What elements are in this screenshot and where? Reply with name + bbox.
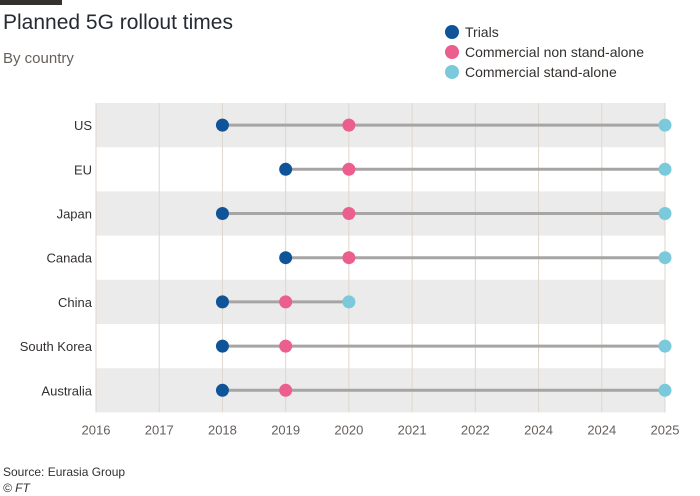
x-tick-label: 2025 — [651, 422, 680, 437]
dot-commercial-sa — [658, 251, 672, 265]
x-tick-label: 2021 — [398, 422, 427, 437]
legend-label-commercial-sa: Commercial stand-alone — [465, 64, 617, 80]
category-label: Japan — [57, 207, 92, 222]
category-label: Canada — [46, 251, 92, 266]
dot-trials — [215, 118, 229, 132]
dot-commercial-sa — [658, 162, 672, 176]
dot-commercial-sa — [342, 295, 356, 309]
dot-commercial-sa — [658, 339, 672, 353]
dot-trials — [215, 339, 229, 353]
dot-trials — [279, 162, 293, 176]
category-label: EU — [74, 162, 92, 177]
dot-commercial-nsa — [342, 207, 356, 220]
legend-item-trials: Trials — [445, 22, 644, 42]
x-tick-label: 2018 — [208, 422, 237, 437]
source-note: Source: Eurasia Group — [3, 465, 126, 479]
category-label: South Korea — [20, 339, 93, 354]
dot-commercial-nsa — [342, 162, 356, 176]
dot-trials — [215, 295, 229, 309]
legend-swatch-trials — [445, 25, 459, 39]
dot-commercial-nsa — [279, 383, 293, 397]
chart-title: Planned 5G rollout times — [3, 11, 233, 34]
header-rule — [0, 0, 62, 5]
row-band — [96, 279, 665, 324]
legend-item-commercial-sa: Commercial stand-alone — [445, 62, 644, 82]
dot-commercial-sa — [658, 118, 672, 132]
category-label: US — [74, 118, 92, 133]
legend-label-commercial-nsa: Commercial non stand-alone — [465, 44, 644, 60]
legend: Trials Commercial non stand-alone Commer… — [445, 22, 644, 82]
legend-item-commercial-nsa: Commercial non stand-alone — [445, 42, 644, 62]
x-tick-label: 2019 — [271, 422, 300, 437]
dot-commercial-sa — [658, 207, 672, 220]
legend-swatch-commercial-sa — [445, 65, 459, 79]
dot-commercial-sa — [658, 383, 672, 397]
dot-trials — [215, 383, 229, 397]
x-tick-label: 2022 — [461, 422, 490, 437]
copyright-note: © FT — [3, 481, 30, 495]
x-tick-label: 2016 — [82, 422, 111, 437]
category-label: China — [58, 295, 93, 310]
legend-swatch-commercial-nsa — [445, 45, 459, 59]
x-tick-label: 2024 — [524, 422, 553, 437]
x-tick-label: 2024 — [587, 422, 616, 437]
dot-commercial-nsa — [279, 339, 293, 353]
chart-subtitle: By country — [3, 50, 74, 67]
dot-trials — [279, 251, 293, 265]
legend-label-trials: Trials — [465, 24, 499, 40]
dot-trials — [215, 207, 229, 220]
x-tick-label: 2017 — [145, 422, 174, 437]
dot-commercial-nsa — [342, 118, 356, 132]
x-tick-label: 2020 — [334, 422, 363, 437]
category-label: Australia — [41, 383, 92, 398]
dot-commercial-nsa — [279, 295, 293, 309]
dot-commercial-nsa — [342, 251, 356, 265]
